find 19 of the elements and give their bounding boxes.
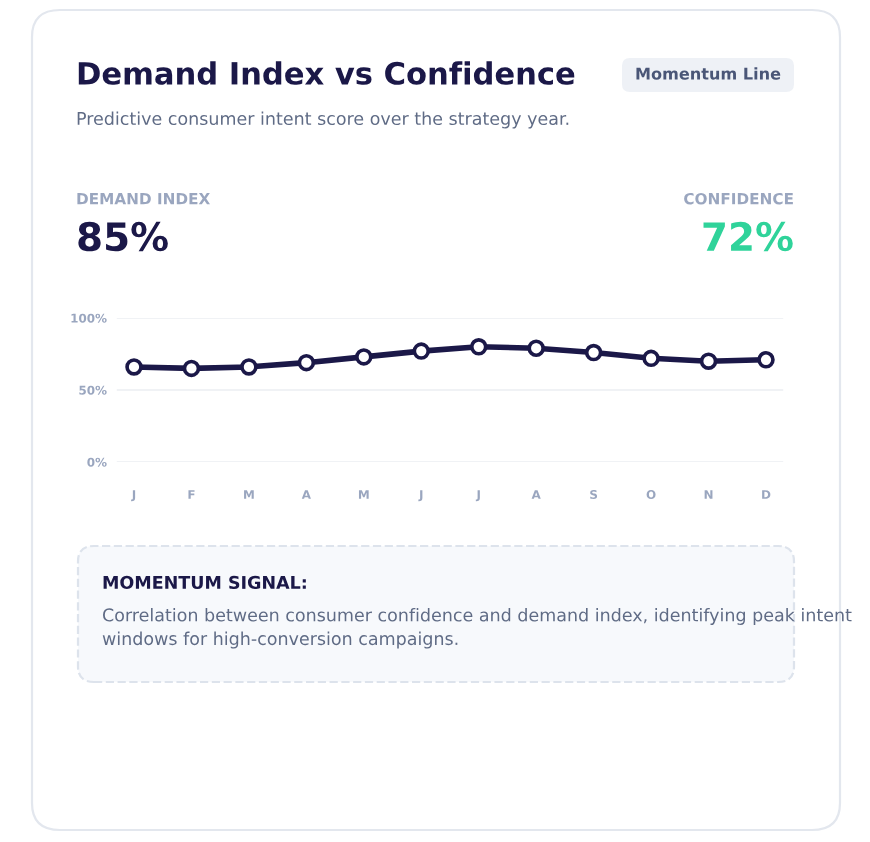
point	[527, 339, 545, 357]
point	[355, 348, 373, 366]
text: Correlation between consumer confidence and demand index, identifying peak intent windows for high-conversion campaigns.	[102, 608, 852, 649]
point	[125, 358, 143, 376]
text: 72%	[703, 221, 793, 252]
point	[642, 349, 660, 368]
chart-title: Demand Index vs Confidence	[78, 61, 575, 85]
text: MOMENTUM SIGNAL:	[103, 575, 306, 590]
point	[182, 359, 201, 378]
text: 85%	[78, 221, 168, 252]
point	[699, 352, 718, 370]
point	[240, 358, 258, 376]
point	[757, 351, 775, 369]
point	[469, 338, 488, 356]
point	[297, 353, 316, 372]
text: Momentum Line	[636, 67, 781, 80]
point	[584, 343, 603, 362]
chart-subtitle: Predictive consumer intent score over the strategy year.	[77, 111, 569, 129]
point	[412, 342, 431, 360]
